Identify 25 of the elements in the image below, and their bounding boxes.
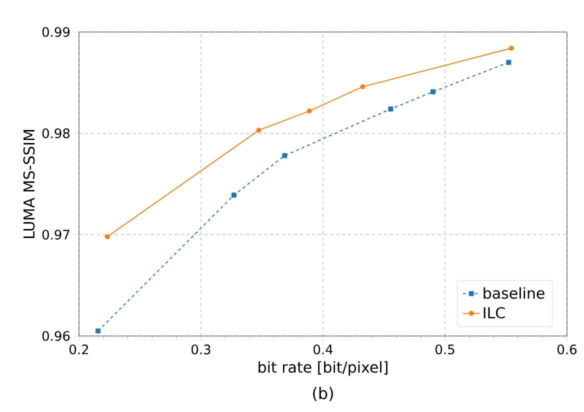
x-tick-label: 0.4 (314, 344, 333, 354)
legend-label: baseline (484, 287, 544, 299)
point (508, 46, 514, 51)
point (360, 84, 366, 90)
text: (b) (313, 386, 333, 402)
point (388, 106, 394, 112)
point (104, 234, 110, 240)
point (430, 89, 436, 94)
x-axis-title: bit rate [bit/pixel] (258, 361, 388, 376)
point (506, 60, 512, 65)
x-tick-label: 0.6 (558, 344, 577, 354)
x-tick-label: 0.3 (192, 344, 210, 354)
x-tick-label: 0.2 (70, 344, 88, 354)
y-tick-label: 0.96 (42, 331, 70, 341)
point (306, 108, 312, 114)
y-tick-label: 0.98 (42, 128, 70, 138)
point (231, 192, 236, 198)
y-tick-label: 0.97 (42, 230, 70, 240)
y-axis-title: LUMA MS-SSIM (23, 130, 35, 238)
point (256, 128, 262, 133)
legend-label: ILC (484, 307, 505, 318)
point (282, 153, 288, 158)
x-tick-label: 0.5 (436, 344, 454, 354)
y-tick-label: 0.99 (42, 27, 70, 37)
point (96, 328, 101, 334)
